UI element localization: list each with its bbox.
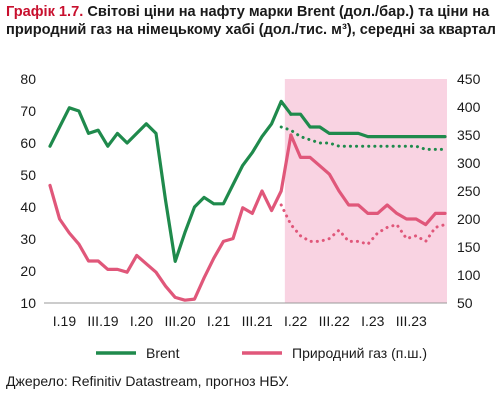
source-note: Джерело: Refinitiv Datastream, прогноз Н… (6, 373, 290, 389)
y-right-tick-label: 200 (457, 211, 481, 227)
x-tick-label: I.19 (53, 313, 77, 329)
x-tick-label: III.21 (242, 313, 273, 329)
x-tick-label: III.20 (164, 313, 195, 329)
chart-title: Графік 1.7. Світові ціни на нафту марки … (6, 4, 496, 39)
series-gas-dotted-5 (279, 203, 447, 246)
y-left-tick-label: 40 (20, 199, 36, 215)
y-right-tick-label: 50 (457, 295, 473, 311)
y-right-tick-label: 400 (457, 99, 481, 115)
y-right-tick-label: 100 (457, 267, 481, 283)
x-tick-label: I.20 (130, 313, 154, 329)
series-layer (48, 99, 447, 302)
axis-layer: 10 20 30 40 50 60 70 80 50 100 150 200 250 300 350 400 4… (20, 71, 480, 329)
y-left-tick-label: 70 (20, 103, 36, 119)
y-right-tick-label: 350 (457, 127, 481, 143)
forecast-shade (284, 79, 447, 303)
y-left-tick-label: 60 (20, 135, 36, 151)
legend-label-0: Brent (146, 345, 180, 361)
chart-title-text: Світові ціни на нафту марки Brent (дол./… (6, 4, 496, 38)
chart-label: Графік 1.7. (6, 4, 84, 20)
series-brent-solid-1 (289, 112, 447, 139)
y-left-tick-label: 20 (20, 263, 36, 279)
x-tick-label: I.21 (207, 313, 231, 329)
x-tick-label: I.22 (284, 313, 308, 329)
x-tick-label: III.22 (319, 313, 350, 329)
series-gas-solid-3 (48, 133, 293, 302)
y-right-tick-label: 300 (457, 155, 481, 171)
x-tick-label: III.19 (87, 313, 118, 329)
y-left-tick-label: 10 (20, 295, 36, 311)
y-left-tick-label: 50 (20, 167, 36, 183)
series-brent-solid-0 (48, 99, 293, 263)
y-right-tick-label: 250 (457, 183, 481, 199)
y-left-tick-label: 30 (20, 231, 36, 247)
y-right-tick-label: 450 (457, 71, 481, 87)
y-right-tick-label: 150 (457, 239, 481, 255)
forecast-shade-layer (284, 79, 447, 303)
series-gas-solid-4 (289, 133, 447, 227)
x-tick-label: III.23 (396, 313, 427, 329)
x-tick-label: I.23 (361, 313, 385, 329)
legend: Brent Природний газ (п.ш.) (96, 345, 427, 361)
legend-label-1: Природний газ (п.ш.) (292, 345, 427, 361)
series-brent-dotted-2 (279, 125, 447, 151)
y-left-tick-label: 80 (20, 71, 36, 87)
